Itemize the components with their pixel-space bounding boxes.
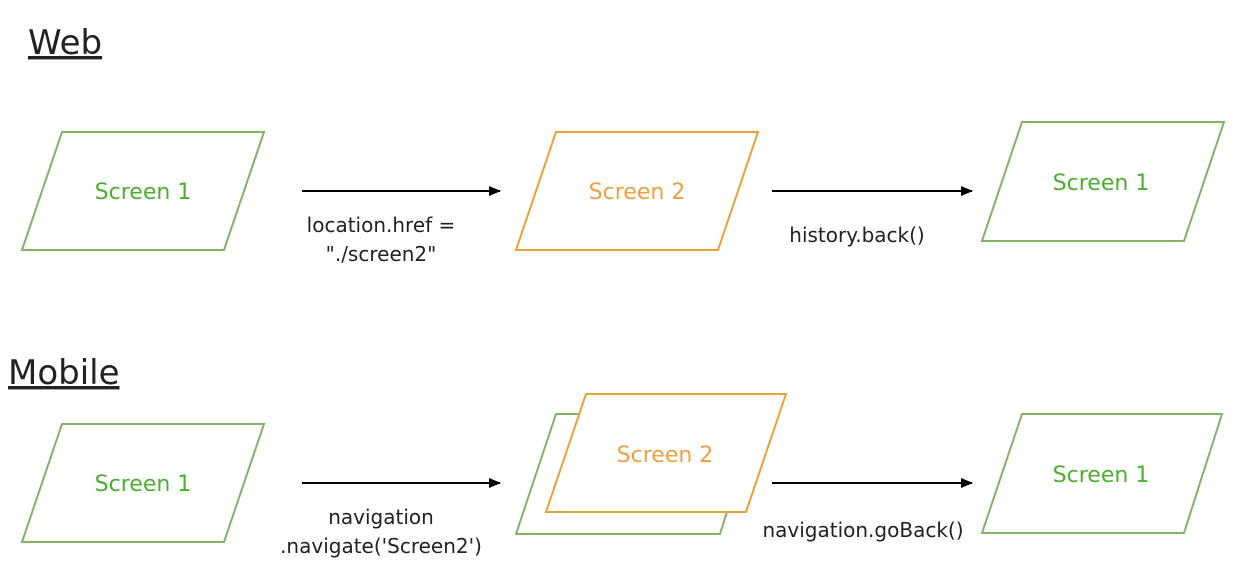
mobile-screen1-shape <box>20 423 266 543</box>
web-screen1-return-label: Screen 1 <box>1053 171 1150 196</box>
mobile-screen1-node: Screen 1 <box>20 423 266 543</box>
mobile-screen2-node: Screen 2 <box>544 393 788 513</box>
web-edge1-label-line1: location.href = <box>307 213 456 237</box>
mobile-section-title: Mobile <box>8 353 120 393</box>
mobile-screen1-return-label: Screen 1 <box>1053 463 1150 488</box>
web-screen2-label: Screen 2 <box>589 180 686 205</box>
mobile-screen1-return-shape <box>980 413 1224 534</box>
web-edge2-label: history.back() <box>789 223 924 247</box>
web-screen1-label: Screen 1 <box>95 180 192 205</box>
mobile-screen2-shape <box>544 393 788 513</box>
web-screen1-return-shape <box>980 121 1226 242</box>
mobile-edge2-label: navigation.goBack() <box>762 518 963 542</box>
web-edge1-label-line2: "./screen2" <box>326 242 437 266</box>
web-screen1-shape <box>20 131 266 251</box>
mobile-edge1-label-line2: .navigate('Screen2') <box>280 534 482 558</box>
mobile-edge1-label-line1: navigation <box>328 505 434 529</box>
web-screen2-node: Screen 2 <box>514 131 760 251</box>
mobile-screen2-label: Screen 2 <box>617 443 714 468</box>
mobile-screen1-return-node: Screen 1 <box>980 413 1224 534</box>
web-screen2-shape <box>514 131 760 251</box>
web-screen1-return-node: Screen 1 <box>980 121 1226 242</box>
web-section-title: Web <box>28 23 102 63</box>
mobile-screen1-label: Screen 1 <box>95 472 192 497</box>
web-screen1-node: Screen 1 <box>20 131 266 251</box>
